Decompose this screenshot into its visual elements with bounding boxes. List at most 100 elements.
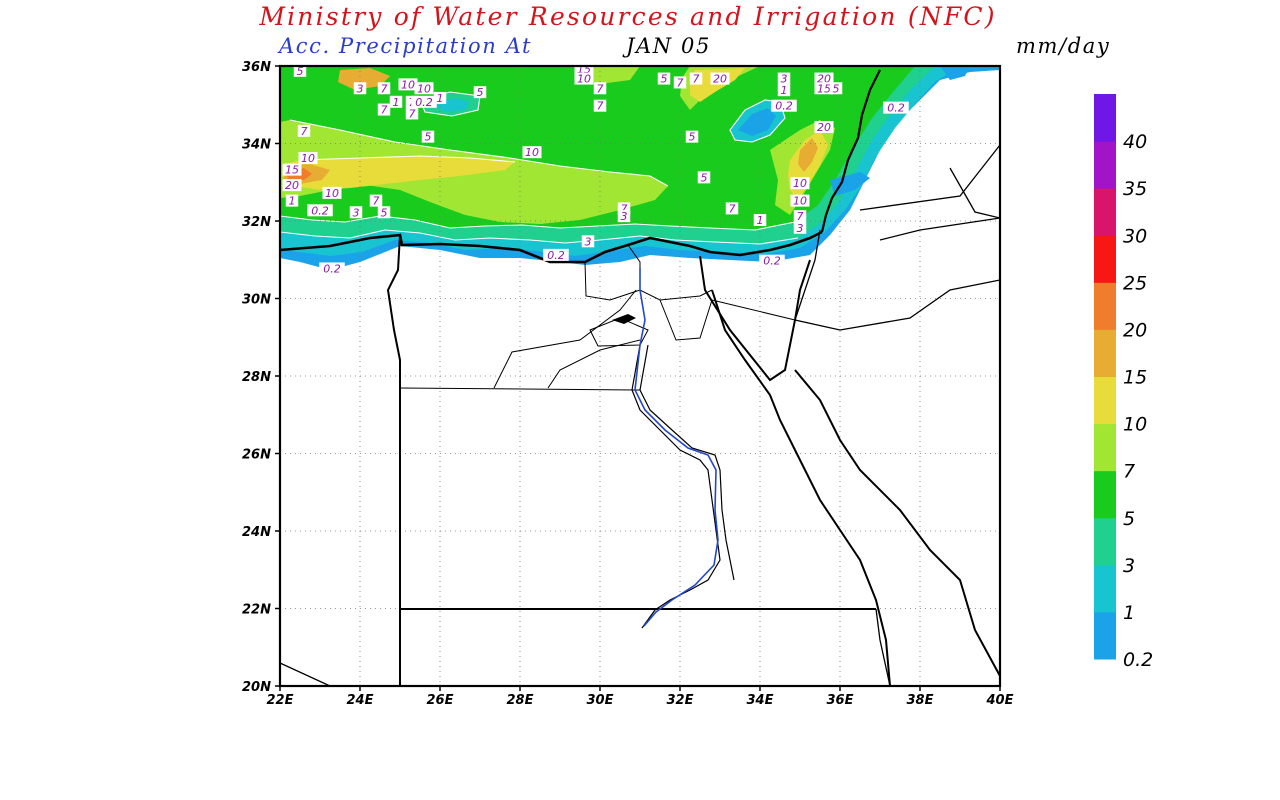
colorbar-segment bbox=[1094, 141, 1116, 189]
contour-label-text: 10 bbox=[401, 78, 415, 91]
contour-label-bg bbox=[411, 95, 437, 108]
contour-label: 10 bbox=[398, 78, 418, 91]
contour-label-bg bbox=[725, 202, 739, 215]
contour-label: 7 bbox=[593, 99, 607, 113]
contour-label-text: 10 bbox=[577, 73, 591, 86]
contour-label-text: 5 bbox=[381, 206, 388, 219]
contour-label: 0.2 bbox=[411, 95, 437, 109]
contour-label-bg bbox=[771, 99, 797, 112]
contour-label-text: 0.2 bbox=[775, 100, 793, 113]
lon-tick-label: 32E bbox=[667, 693, 694, 708]
lat-tick-label: 28N bbox=[242, 370, 271, 385]
colorbar-label: 0.2 bbox=[1123, 649, 1153, 671]
contour-label: 20 bbox=[282, 179, 302, 192]
country-borders bbox=[280, 69, 1000, 686]
colorbar-segment bbox=[1094, 564, 1116, 613]
colorbar-segment bbox=[1094, 329, 1116, 377]
contour-label-text: 5 bbox=[297, 65, 304, 78]
colorbar-segment bbox=[1094, 423, 1116, 472]
contour-label-text: 7 bbox=[373, 195, 380, 208]
contour-label-bg bbox=[697, 171, 711, 184]
contour-label-bg bbox=[421, 130, 435, 143]
contour-label-text: 3 bbox=[357, 82, 364, 95]
precip-area-edge2 bbox=[940, 66, 970, 80]
contour-label: 7 bbox=[377, 82, 391, 95]
colorbar-segment bbox=[1094, 282, 1116, 330]
contour-label: 15 bbox=[814, 82, 834, 95]
contour-label-bg bbox=[322, 186, 342, 199]
contour-label-bg bbox=[790, 194, 810, 207]
contour-label-bg bbox=[282, 163, 302, 176]
contour-label-text: 1 bbox=[781, 84, 788, 97]
colorbar-label: 3 bbox=[1123, 555, 1135, 577]
contour-label-text: 5 bbox=[689, 131, 696, 144]
colorbar-segment bbox=[1094, 517, 1116, 566]
nile-river bbox=[634, 268, 719, 627]
precip-area-15c bbox=[338, 68, 390, 90]
contour-label: 5 bbox=[685, 130, 699, 144]
contour-label-bg bbox=[689, 72, 703, 85]
lat-tick-label: 22N bbox=[242, 603, 271, 618]
contour-label-text: 7 bbox=[597, 82, 604, 95]
contour-label-bg bbox=[319, 262, 345, 275]
contour-label-bg bbox=[297, 124, 311, 137]
contour-label-text: 3 bbox=[781, 73, 788, 86]
contour-label: 0.2 bbox=[307, 204, 333, 217]
contour-label-text: 7 bbox=[693, 73, 700, 86]
contour-label: 7 bbox=[725, 202, 739, 215]
contour-label: 5 bbox=[293, 64, 307, 78]
contour-label: 5 bbox=[697, 171, 711, 184]
colorbar-label: 20 bbox=[1123, 319, 1147, 341]
contour-label-text: 1 bbox=[289, 195, 296, 208]
colorbar-label: 15 bbox=[1123, 367, 1147, 389]
contour-label-bg bbox=[282, 179, 302, 192]
contour-label-text: 15 bbox=[817, 82, 831, 95]
contour-label: 0.2 bbox=[771, 99, 797, 113]
contour-label: 10 bbox=[522, 146, 542, 159]
contour-label-bg bbox=[593, 99, 607, 112]
contour-label: 7 bbox=[593, 82, 607, 95]
contour-label-bg bbox=[593, 82, 607, 95]
contour-label: 3 bbox=[777, 72, 791, 86]
contour-label-bg bbox=[433, 91, 447, 104]
contour-label: 7 bbox=[377, 103, 391, 117]
colorbar-segment bbox=[1094, 376, 1116, 425]
contour-label-text: 7 bbox=[381, 82, 388, 95]
contour-lines bbox=[280, 91, 799, 245]
contour-label-bg bbox=[657, 72, 671, 85]
contour-label-text: 10 bbox=[793, 195, 807, 208]
contour-label-text: 3 bbox=[797, 222, 804, 235]
contour-label: 10 bbox=[790, 177, 810, 190]
contour-label-bg bbox=[685, 130, 699, 143]
lat-tick-label: 32N bbox=[242, 215, 271, 230]
colorbar-label: 7 bbox=[1123, 461, 1135, 483]
contour-label-bg bbox=[473, 86, 487, 99]
contour-label-bg bbox=[759, 254, 785, 267]
contour-label-bg bbox=[814, 82, 834, 95]
colorbar-label: 40 bbox=[1123, 131, 1147, 153]
contour-label-text: 7 bbox=[301, 125, 308, 138]
contour-label: 1 bbox=[753, 214, 767, 227]
contour-label-bg bbox=[793, 221, 807, 234]
contour-label: 5 bbox=[473, 86, 487, 99]
precip-area-15b bbox=[798, 138, 818, 172]
colorbar-segment bbox=[1094, 470, 1116, 519]
contour-label: 1 bbox=[777, 84, 791, 97]
contour-label-text: 0.2 bbox=[887, 102, 905, 115]
contour-label: 1 bbox=[285, 194, 299, 208]
contour-label: 10 bbox=[298, 152, 318, 165]
contour-label-bg bbox=[883, 101, 909, 114]
lat-tick-label: 34N bbox=[242, 138, 271, 153]
contour-label-bg bbox=[814, 121, 834, 133]
contour-label-bg bbox=[398, 78, 418, 91]
contour-label-bg bbox=[353, 82, 367, 95]
contour-label-bg bbox=[617, 210, 631, 223]
contour-label: 3 bbox=[793, 221, 807, 235]
contour-label-bg bbox=[405, 107, 419, 120]
lon-tick-label: 30E bbox=[587, 693, 614, 708]
lat-tick-label: 36N bbox=[242, 60, 271, 75]
contour-label-bg bbox=[369, 194, 383, 207]
latitude-tick-labels: 20N 22N 24N 26N 28N 30N 32N 34N 36N bbox=[242, 60, 280, 695]
contour-label-text: 10 bbox=[325, 187, 339, 200]
